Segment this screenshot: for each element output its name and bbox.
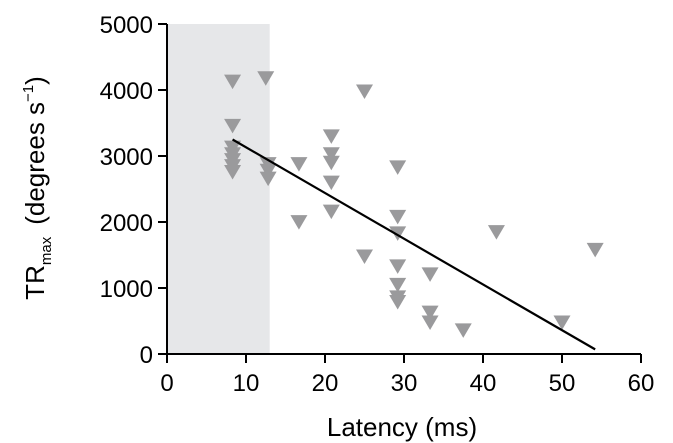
data-point-27 (421, 267, 439, 282)
y-axis-title-close: ) (20, 76, 50, 85)
y-axis-title-unit: (degrees s (20, 102, 50, 225)
x-tick-label-60: 60 (628, 370, 655, 397)
y-axis-title-main: TR (20, 265, 50, 300)
data-point-21 (389, 209, 407, 225)
data-point-28 (421, 305, 439, 321)
y-tick-label-0: 0 (140, 342, 153, 369)
shaded-region (167, 24, 270, 354)
x-tick-label-50: 50 (549, 370, 576, 397)
data-point-31 (487, 225, 505, 240)
data-point-20 (389, 160, 407, 175)
x-tick-label-20: 20 (312, 370, 339, 397)
data-point-33 (586, 242, 604, 258)
y-axis-title: TRmax (degrees s−1) (20, 76, 55, 300)
y-tick-label-2000: 2000 (100, 210, 153, 237)
data-point-11 (290, 157, 308, 172)
x-tick-label-30: 30 (391, 370, 418, 397)
x-axis-title: Latency (ms) (327, 412, 477, 442)
axes-layer (158, 23, 642, 363)
data-point-32 (553, 315, 571, 330)
data-point-29 (421, 315, 439, 330)
shaded-region-layer (167, 24, 270, 354)
data-point-6 (224, 165, 242, 180)
tick-labels-layer: 0 10 20 30 40 50 60 0 1000 2000 3000 4000 5000 (100, 12, 655, 397)
y-tick-label-1000: 1000 (100, 276, 153, 303)
data-point-30 (454, 323, 472, 338)
data-point-13 (322, 129, 340, 144)
y-tick-label-3000: 3000 (100, 144, 153, 171)
y-tick-label-5000: 5000 (100, 12, 153, 39)
regression-line-layer (232, 138, 596, 351)
data-point-9 (259, 163, 277, 179)
data-point-15 (322, 155, 340, 171)
regression-line (232, 138, 596, 351)
data-point-14 (322, 147, 340, 162)
y-tick-label-4000: 4000 (100, 78, 153, 105)
data-point-22 (389, 226, 407, 241)
data-point-18 (356, 84, 373, 99)
x-tick-label-40: 40 (470, 370, 497, 397)
data-point-1 (224, 118, 242, 134)
data-point-26 (389, 295, 407, 310)
data-point-23 (389, 259, 407, 274)
data-point-7 (257, 71, 275, 86)
data-point-10 (259, 171, 277, 187)
y-axis-title-subscript: max (38, 236, 55, 265)
x-tick-label-10: 10 (233, 370, 260, 397)
x-tick-label-0: 0 (160, 370, 173, 397)
data-point-19 (356, 249, 373, 264)
data-point-0 (224, 74, 242, 90)
data-points-layer (224, 71, 604, 338)
data-point-24 (389, 277, 407, 293)
data-point-17 (322, 204, 340, 220)
y-axis-title-superscript: −1 (20, 85, 37, 102)
data-point-16 (322, 175, 340, 191)
data-point-12 (290, 215, 308, 230)
